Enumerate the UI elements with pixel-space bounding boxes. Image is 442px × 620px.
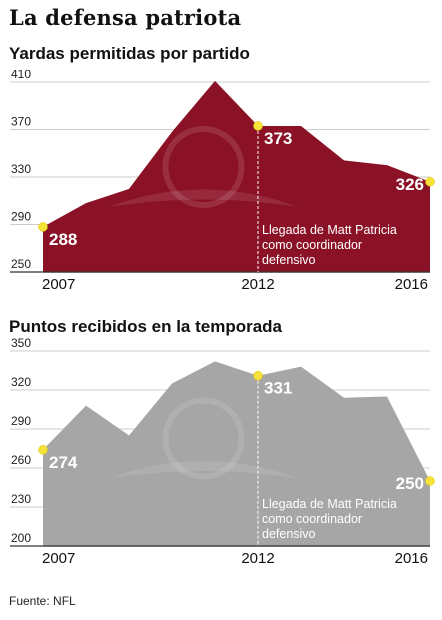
area-series [43,361,430,546]
annotation-text: defensivo [262,253,316,267]
data-label: 373 [264,129,292,148]
data-label: 288 [49,230,77,249]
data-point [253,121,263,131]
data-point [38,445,48,455]
yards-allowed-chart: 410 370 330 290 250 2007 2012 2016 288 373 326 Lleg… [10,70,435,292]
area-series [43,80,430,272]
y-tick-label: 330 [11,162,31,176]
chart-1-title: Yardas permitidas por partido [9,44,250,63]
y-tick-label: 230 [11,492,31,506]
watermark-emblem [162,397,245,480]
y-tick-label: 200 [11,531,31,545]
watermark-emblem [162,126,245,208]
x-tick-label: 2016 [395,550,428,567]
x-tick-label: 2007 [42,550,75,567]
y-tick-label: 410 [11,70,31,81]
data-point [425,177,435,187]
annotation-text: defensivo [262,527,316,541]
data-point [253,370,263,381]
data-label: 326 [396,175,424,194]
chart-2-title: Puntos recibidos en la temporada [9,317,283,336]
x-tick-label: 2007 [42,276,75,292]
page-title: La defensa patriota [9,5,242,30]
data-label: 331 [264,379,292,398]
source-note: Fuente: NFL [9,594,76,608]
data-point [38,222,48,232]
y-tick-label: 290 [11,210,31,224]
y-tick-label: 320 [11,375,31,389]
y-tick-label: 250 [11,257,31,271]
watermark-wings [108,461,299,479]
data-label: 274 [49,453,78,472]
y-tick-label: 350 [11,338,31,350]
points-allowed-chart: 350 320 290 260 230 200 2007 2012 2016 274 331 250 L… [10,338,435,567]
watermark-wings [108,189,299,207]
data-point [425,476,435,486]
x-tick-label: 2016 [395,276,428,292]
annotation-text: como coordinador [262,512,362,526]
y-tick-label: 370 [11,115,31,129]
data-label: 250 [396,474,424,493]
annotation-text: como coordinador [262,238,362,252]
x-tick-label: 2012 [241,550,274,567]
y-tick-label: 260 [11,453,31,467]
y-tick-label: 290 [11,414,31,428]
annotation-text: Llegada de Matt Patricia [262,497,397,511]
annotation-text: Llegada de Matt Patricia [262,223,397,237]
x-tick-label: 2012 [241,276,274,292]
